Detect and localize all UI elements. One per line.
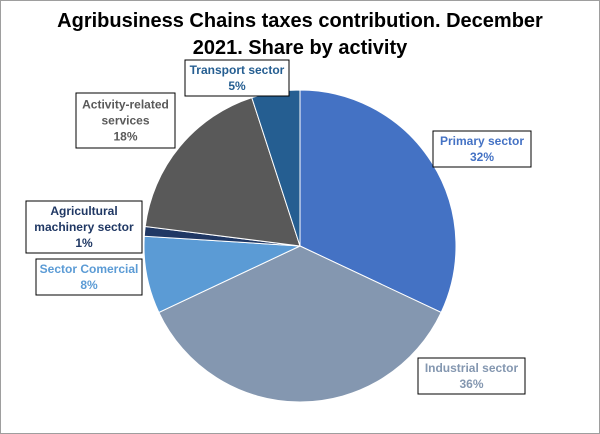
label-box [75, 92, 176, 149]
label-box [184, 59, 290, 97]
label-name: machinery sector [34, 220, 134, 234]
label-primary-sector: Primary sector 32% [432, 130, 532, 168]
label-value: 1% [75, 236, 93, 250]
label-box [417, 357, 526, 395]
label-name: Industrial sector [425, 361, 519, 375]
label-agricultural-machinery-sector: Agricultural machinery sector 1% [25, 200, 143, 254]
label-box [25, 200, 143, 254]
label-name: Transport sector [190, 63, 285, 77]
label-value: 32% [470, 150, 494, 164]
pie-slices [143, 89, 457, 403]
label-box [35, 258, 143, 296]
label-industrial-sector: Industrial sector 36% [417, 357, 526, 395]
label-value: 5% [228, 79, 246, 93]
pie-labels: Primary sector 32% Industrial sector 36% Sec… [25, 59, 532, 395]
label-activity-related-services: Activity-related services 18% [75, 92, 176, 149]
label-name: Sector Comercial [40, 262, 139, 276]
slice-primary-sector [299, 89, 457, 314]
label-value: 36% [459, 377, 483, 391]
chart-title-line-2: 2021. Share by activity [192, 37, 408, 59]
label-transport-sector: Transport sector 5% [184, 59, 290, 97]
label-name: Agricultural [50, 204, 117, 218]
label-value: 18% [113, 130, 137, 144]
label-name: services [101, 114, 149, 128]
slice-activity-related-services [144, 97, 301, 247]
label-name: Primary sector [440, 134, 524, 148]
label-sector-comercial: Sector Comercial 8% [35, 258, 143, 296]
chart-title: Agribusiness Chains taxes contribution. … [0, 8, 600, 62]
label-box [432, 130, 532, 168]
label-value: 8% [80, 278, 98, 292]
label-name: Activity-related [82, 98, 169, 112]
slice-industrial-sector [158, 245, 442, 403]
chart-title-line-1: Agribusiness Chains taxes contribution. … [57, 10, 543, 32]
